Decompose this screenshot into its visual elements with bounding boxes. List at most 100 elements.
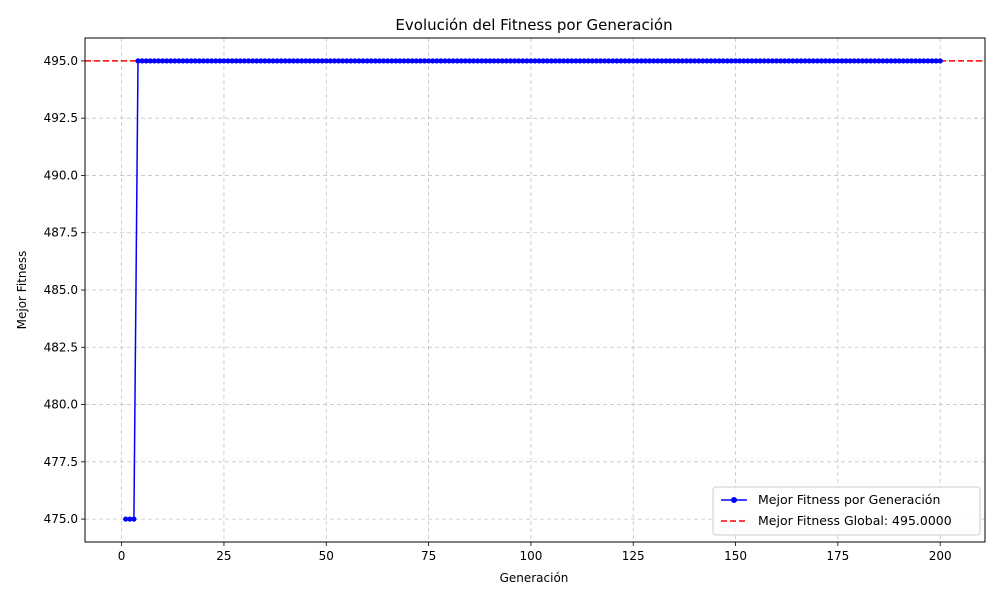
- data-point: [720, 58, 726, 64]
- data-point: [315, 58, 321, 64]
- data-point: [565, 58, 571, 64]
- data-point: [806, 58, 812, 64]
- data-point: [425, 58, 432, 64]
- data-point: [511, 58, 518, 64]
- data-point: [696, 58, 702, 64]
- data-point: [397, 58, 403, 64]
- data-point: [782, 58, 788, 64]
- data-point: [164, 58, 170, 64]
- data-point: [581, 58, 587, 64]
- data-point: [556, 58, 563, 64]
- data-point: [225, 58, 231, 64]
- data-point: [589, 58, 595, 64]
- data-point: [221, 58, 227, 64]
- data-point: [344, 58, 350, 64]
- data-point: [192, 58, 198, 64]
- data-point: [749, 58, 755, 64]
- data-point: [270, 58, 276, 64]
- data-point: [213, 58, 219, 64]
- data-point: [937, 58, 943, 64]
- data-point: [471, 58, 477, 64]
- data-point: [188, 58, 194, 64]
- data-point: [597, 58, 604, 64]
- data-point: [843, 58, 849, 64]
- data-point: [561, 58, 567, 64]
- data-point: [630, 58, 636, 64]
- x-tick-label: 0: [118, 549, 126, 563]
- data-point: [143, 58, 149, 64]
- data-point: [880, 58, 886, 64]
- y-tick-label: 480.0: [44, 398, 78, 412]
- y-tick-label: 495.0: [44, 54, 78, 68]
- data-point: [601, 58, 608, 64]
- data-point: [184, 58, 190, 64]
- data-point: [794, 58, 800, 64]
- data-point: [573, 58, 579, 64]
- data-point: [417, 58, 423, 64]
- data-point: [728, 58, 735, 64]
- data-point: [135, 58, 141, 64]
- y-tick-label: 492.5: [44, 111, 78, 125]
- data-point: [364, 58, 370, 64]
- data-point: [368, 58, 374, 64]
- data-point: [254, 58, 260, 64]
- data-point: [282, 58, 288, 64]
- data-point: [209, 58, 215, 64]
- data-point: [372, 58, 378, 64]
- legend-label-reference: Mejor Fitness Global: 495.0000: [758, 513, 952, 528]
- series-layer: [123, 58, 943, 522]
- data-point: [929, 58, 935, 64]
- data-point: [204, 58, 211, 64]
- data-point: [290, 58, 297, 64]
- data-point: [450, 58, 456, 64]
- y-tick-label: 477.5: [44, 455, 78, 469]
- data-point: [536, 58, 542, 64]
- data-point: [307, 58, 313, 64]
- data-point: [454, 58, 460, 64]
- data-point: [671, 58, 677, 64]
- x-tick-label: 150: [724, 549, 747, 563]
- data-point: [913, 58, 919, 64]
- data-point: [876, 58, 882, 64]
- data-point: [319, 58, 325, 64]
- data-point: [741, 58, 747, 64]
- y-tick-label: 490.0: [44, 168, 78, 182]
- data-point: [634, 58, 640, 64]
- data-point: [577, 58, 583, 64]
- y-axis-ticks: 475.0 477.5 480.0 482.5 485.0 487.5 490.0 492.5…: [44, 54, 85, 526]
- data-point: [217, 58, 223, 64]
- data-point: [724, 58, 730, 64]
- data-point: [258, 58, 264, 64]
- data-point: [868, 58, 874, 64]
- data-point: [847, 58, 853, 64]
- data-point: [814, 58, 821, 64]
- data-point: [786, 58, 792, 64]
- data-point: [925, 58, 931, 64]
- data-point: [327, 58, 333, 64]
- data-point: [389, 58, 395, 64]
- data-point: [266, 58, 272, 64]
- data-point: [475, 58, 481, 64]
- data-point: [753, 58, 759, 64]
- data-point: [732, 58, 739, 64]
- data-point: [442, 58, 448, 64]
- data-point: [835, 58, 841, 64]
- data-point: [180, 58, 186, 64]
- data-point: [839, 58, 845, 64]
- data-point: [176, 58, 182, 64]
- data-point: [765, 58, 771, 64]
- data-point: [679, 58, 685, 64]
- y-tick-label: 485.0: [44, 283, 78, 297]
- data-point: [520, 58, 526, 64]
- data-point: [250, 58, 256, 64]
- data-point: [548, 58, 554, 64]
- data-point: [409, 58, 415, 64]
- data-point: [704, 58, 710, 64]
- data-point: [544, 58, 550, 64]
- data-point: [340, 58, 346, 64]
- x-axis-label: Generación: [500, 571, 569, 585]
- x-tick-label: 75: [421, 549, 436, 563]
- data-point: [200, 58, 207, 64]
- data-point: [642, 58, 649, 64]
- data-point: [831, 58, 837, 64]
